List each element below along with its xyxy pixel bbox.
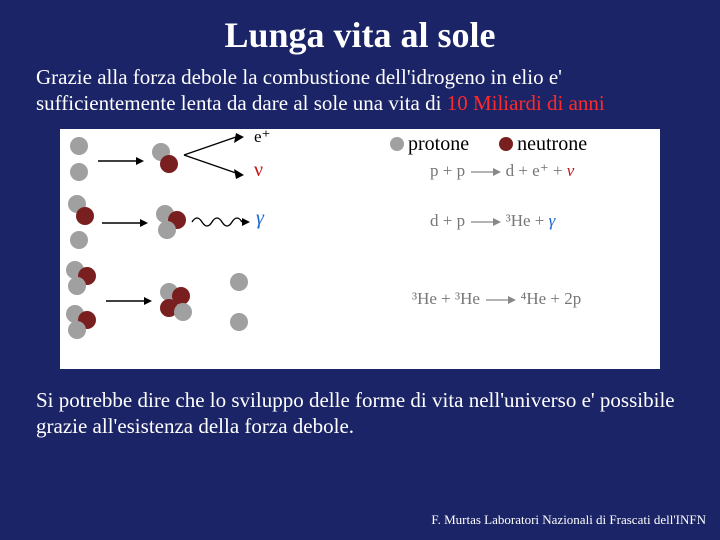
footer-credit: F. Murtas Laboratori Nazionali di Frasca… xyxy=(431,512,706,528)
proton-icon xyxy=(230,273,248,291)
arrow-icon xyxy=(469,216,501,228)
eq-rhs: ⁴He + 2p xyxy=(520,289,581,308)
diagram: protone neutrone e⁺ ν p + p xyxy=(60,129,660,369)
eq-dp: d + p ³He + γ xyxy=(430,211,555,231)
eq-pp: p + p d + e⁺ + ν xyxy=(430,161,574,181)
arrow-icon xyxy=(469,166,501,178)
proton-icon xyxy=(158,221,176,239)
eq-rhs: d + e⁺ + xyxy=(506,161,563,180)
split-arrow-icon xyxy=(182,133,252,179)
reaction-pp: e⁺ ν p + p d + e⁺ + ν xyxy=(60,129,660,189)
intro-paragraph: Grazie alla forza debole la combustione … xyxy=(0,56,720,117)
eq-lhs: ³He + ³He xyxy=(412,289,480,308)
arrow-icon xyxy=(104,293,152,309)
eq-nu: ν xyxy=(567,161,575,180)
nu-label: ν xyxy=(254,159,263,182)
eq-rhs: ³He + xyxy=(506,211,545,230)
proton-icon xyxy=(68,321,86,339)
slide: Lunga vita al sole Grazie alla forza deb… xyxy=(0,0,720,540)
proton-icon xyxy=(68,277,86,295)
eq-lhs: d + p xyxy=(430,211,465,230)
proton-icon xyxy=(70,137,88,155)
proton-icon xyxy=(70,231,88,249)
reaction-he3he3: ³He + ³He ⁴He + 2p xyxy=(60,259,660,319)
closing-paragraph: Si potrebbe dire che lo sviluppo delle f… xyxy=(0,369,720,440)
eq-lhs: p + p xyxy=(430,161,465,180)
positron-label: e⁺ xyxy=(254,127,271,147)
arrow-icon xyxy=(96,153,144,169)
eq-he3: ³He + ³He ⁴He + 2p xyxy=(412,289,581,309)
gamma-label: γ xyxy=(256,207,264,230)
intro-highlight: 10 Miliardi di anni xyxy=(447,91,605,115)
proton-icon xyxy=(174,303,192,321)
reaction-dp: γ d + p ³He + γ xyxy=(60,189,660,249)
arrow-icon xyxy=(100,215,148,231)
page-title: Lunga vita al sole xyxy=(0,0,720,56)
neutron-icon xyxy=(160,155,178,173)
neutron-icon xyxy=(76,207,94,225)
gamma-wave-icon xyxy=(190,213,252,231)
eq-gamma: γ xyxy=(549,211,556,230)
proton-icon xyxy=(230,313,248,331)
proton-icon xyxy=(70,163,88,181)
arrow-icon xyxy=(484,294,516,306)
